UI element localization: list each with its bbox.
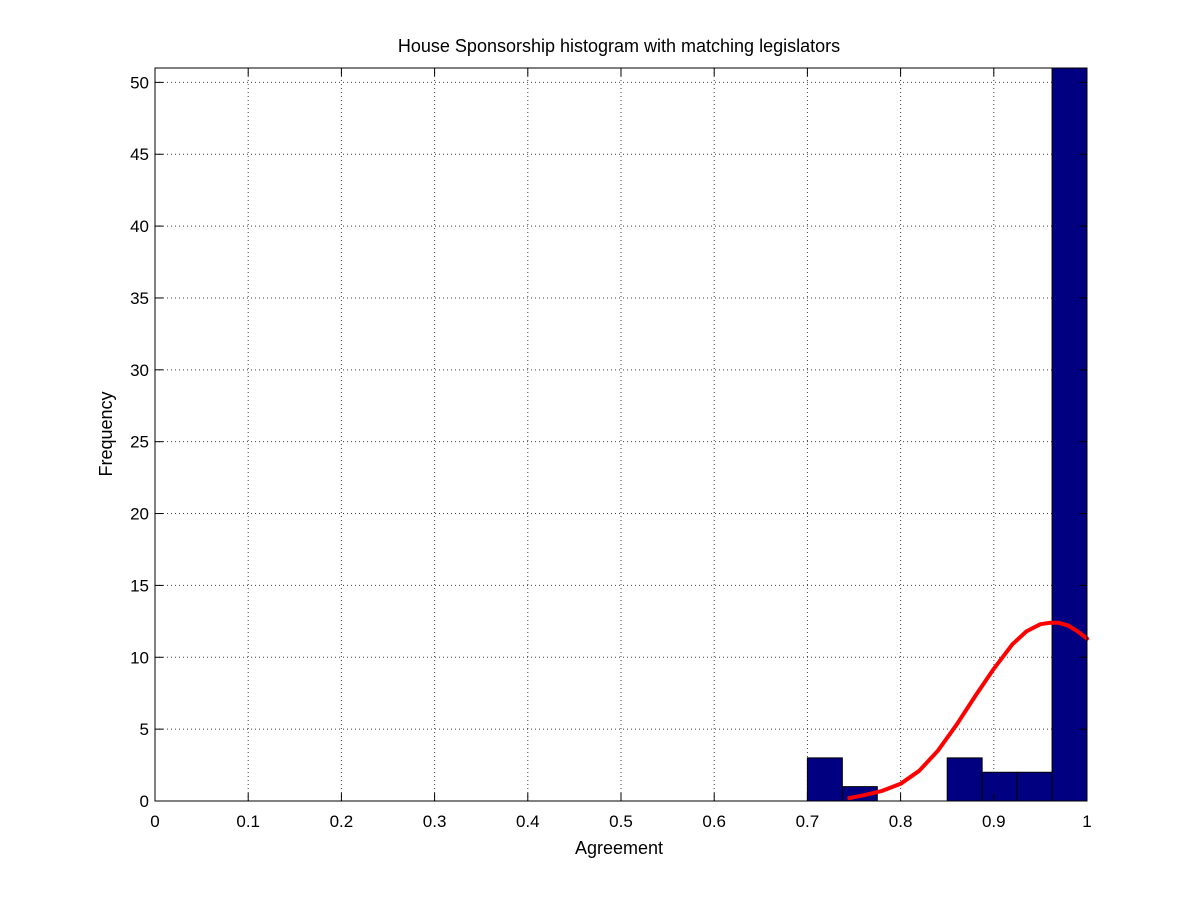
y-tick-label: 30 [130, 361, 149, 380]
histogram-bar [946, 757, 983, 802]
histogram-bar [1051, 67, 1088, 802]
x-axis-label: Agreement [575, 838, 663, 858]
y-tick-label: 35 [130, 289, 149, 308]
y-tick-label: 20 [130, 505, 149, 524]
histogram-bar [1016, 771, 1053, 802]
y-tick-label: 50 [130, 73, 149, 92]
x-tick-label: 0.9 [982, 812, 1006, 831]
y-tick-label: 15 [130, 576, 149, 595]
x-tick-label: 0.7 [796, 812, 820, 831]
x-tick-label: 1 [1082, 812, 1091, 831]
y-tick-label: 25 [130, 433, 149, 452]
x-tick-label: 0.5 [609, 812, 633, 831]
y-tick-label: 40 [130, 217, 149, 236]
x-tick-label: 0.2 [330, 812, 354, 831]
y-tick-label: 5 [140, 720, 149, 739]
histogram-bars [806, 67, 1088, 802]
histogram-bar [981, 771, 1018, 802]
fit-curve [847, 620, 1089, 801]
x-tick-label: 0.8 [889, 812, 913, 831]
plot-frame [154, 67, 1088, 802]
histogram-bar [806, 757, 843, 802]
y-tick-label: 0 [140, 792, 149, 811]
x-tick-label: 0.1 [236, 812, 260, 831]
chart-title: House Sponsorship histogram with matchin… [398, 36, 840, 56]
x-tick-label: 0.4 [516, 812, 540, 831]
y-axis-label: Frequency [96, 391, 116, 476]
axis-ticks: 0 0.1 0.2 0.3 0.4 0.5 0.6 0.7 0.8 0.9 105101520253… [130, 68, 1092, 831]
grid-lines [155, 68, 1087, 801]
y-tick-label: 10 [130, 648, 149, 667]
y-tick-label: 45 [130, 145, 149, 164]
x-tick-label: 0.6 [702, 812, 726, 831]
x-tick-label: 0.3 [423, 812, 447, 831]
x-tick-label: 0 [150, 812, 159, 831]
